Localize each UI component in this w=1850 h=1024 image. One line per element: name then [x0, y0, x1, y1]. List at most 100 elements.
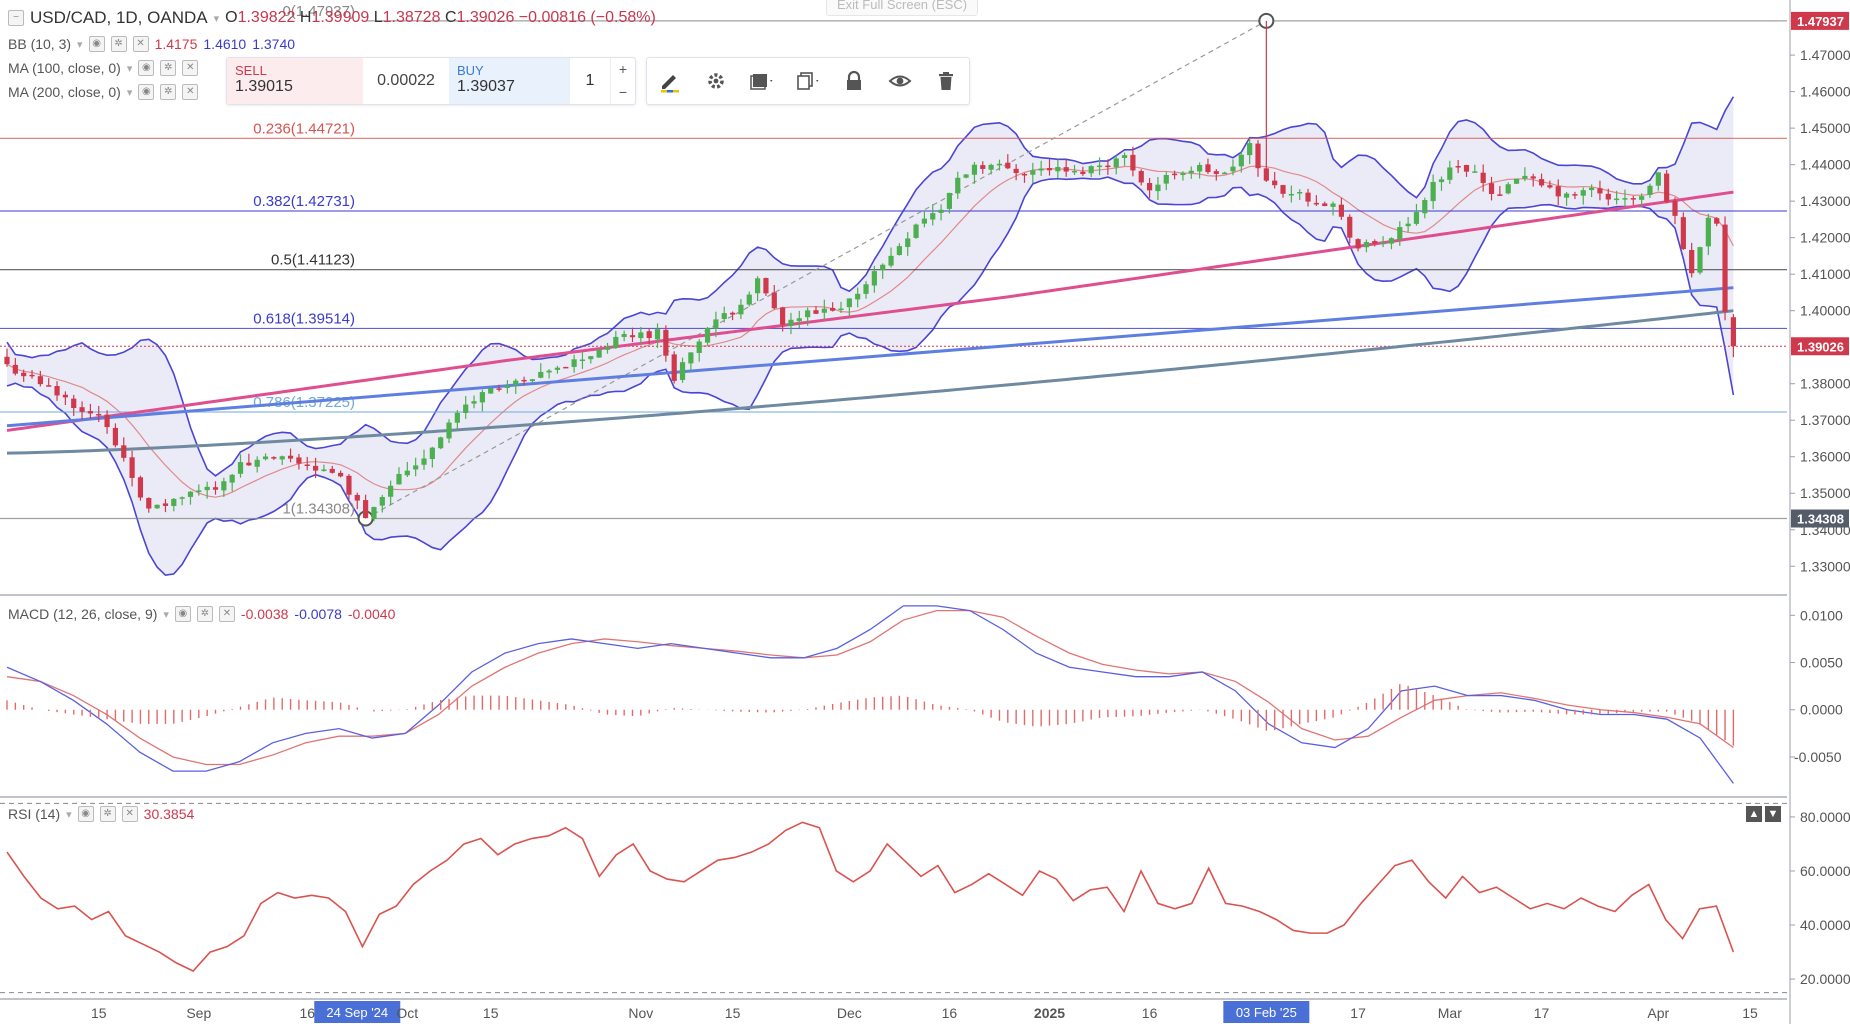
- candle-body: [1030, 170, 1036, 175]
- candle-body: [1647, 185, 1653, 195]
- candle-body: [12, 364, 18, 374]
- drawing-toolbar: [646, 57, 970, 105]
- candle-body: [254, 459, 260, 467]
- candle-body: [663, 329, 669, 356]
- candle-body: [1055, 166, 1061, 172]
- candle-body: [1088, 166, 1094, 174]
- rsi-legend[interactable]: RSI (14) ▾ ◉ ✲ ✕ 30.3854: [8, 806, 194, 822]
- pencil-icon[interactable]: [647, 58, 693, 104]
- candle-body: [1597, 188, 1603, 194]
- macd-axis-label: -0.0050: [1794, 749, 1842, 765]
- fib-level-label: 0(1.47937): [282, 3, 355, 20]
- candle-body: [1338, 204, 1344, 217]
- candle-body: [321, 469, 327, 471]
- eye-icon[interactable]: ◉: [77, 806, 94, 822]
- candle-body: [21, 372, 27, 377]
- increment-button[interactable]: +: [618, 61, 628, 77]
- candle-body: [905, 238, 911, 247]
- gear-icon[interactable]: ✲: [110, 36, 127, 52]
- exit-fullscreen-hint[interactable]: Exit Full Screen (ESC): [826, 0, 979, 16]
- chevron-down-icon[interactable]: ▾: [126, 86, 133, 99]
- gear-icon[interactable]: ✲: [160, 84, 177, 100]
- sell-button[interactable]: SELL 1.39015: [227, 58, 363, 104]
- candle-body: [896, 246, 902, 255]
- candle-body: [1455, 166, 1461, 168]
- candle-body: [4, 356, 10, 365]
- candle-body: [1197, 165, 1203, 172]
- price-axis-label: 1.45000: [1800, 120, 1850, 136]
- candle-body: [1705, 217, 1711, 247]
- bb-legend[interactable]: BB (10, 3) ▾ ◉ ✲ ✕ 1.4175 1.4610 1.3740: [8, 36, 295, 52]
- candle-body: [1163, 175, 1169, 184]
- close-icon[interactable]: ✕: [121, 806, 138, 822]
- time-axis-label: Oct: [396, 1005, 418, 1021]
- candle-body: [704, 328, 711, 343]
- gear-icon[interactable]: ✲: [196, 606, 213, 622]
- arrow-up-icon[interactable]: ▲: [1746, 806, 1762, 822]
- chevron-down-icon[interactable]: ▾: [213, 12, 220, 25]
- candle-body: [1021, 173, 1028, 176]
- sell-label: SELL: [235, 63, 267, 78]
- close-icon[interactable]: ✕: [182, 60, 199, 76]
- arrow-down-icon[interactable]: ▼: [1765, 806, 1781, 822]
- gear-icon[interactable]: ✲: [160, 60, 177, 76]
- chevron-down-icon[interactable]: ▾: [126, 62, 133, 75]
- candle-body: [71, 398, 77, 409]
- quantity-stepper[interactable]: + −: [610, 58, 635, 104]
- bb-lower-value: 1.3740: [252, 36, 296, 52]
- chevron-down-icon[interactable]: ▾: [163, 608, 169, 621]
- ma200-line: [6, 309, 1734, 455]
- collapse-icon[interactable]: −: [8, 10, 24, 26]
- candle-body: [1013, 168, 1019, 174]
- price-axis-label: 1.36000: [1800, 449, 1850, 465]
- candle-body: [671, 354, 677, 381]
- copy-icon[interactable]: [785, 58, 831, 104]
- candle-body: [513, 380, 519, 386]
- close-icon[interactable]: ✕: [218, 606, 235, 622]
- candle-body: [746, 294, 752, 305]
- candle-body: [1280, 185, 1286, 194]
- buy-button[interactable]: BUY 1.39037: [449, 58, 569, 104]
- trash-icon[interactable]: [923, 58, 969, 104]
- candle-body: [996, 163, 1003, 166]
- eye-icon[interactable]: ◉: [138, 84, 155, 100]
- candle-body: [1372, 241, 1378, 244]
- chevron-down-icon[interactable]: ▾: [66, 808, 72, 821]
- close-icon[interactable]: ✕: [182, 84, 199, 100]
- candle-body: [1272, 180, 1278, 186]
- candle-body: [1622, 198, 1628, 200]
- macd-legend[interactable]: MACD (12, 26, close, 9) ▾ ◉ ✲ ✕ -0.0038 …: [8, 606, 395, 622]
- price-tag-box: [1791, 11, 1849, 30]
- gear-icon[interactable]: ✲: [99, 806, 116, 822]
- candle-body: [54, 386, 60, 396]
- eye-icon[interactable]: ◉: [88, 36, 105, 52]
- candle-body: [888, 255, 894, 266]
- ma200-legend[interactable]: MA (200, close, 0) ▾ ◉ ✲ ✕: [8, 84, 199, 100]
- candle-body: [755, 278, 761, 294]
- candle-body: [1138, 171, 1144, 183]
- price-axis-label: 1.33000: [1800, 558, 1850, 574]
- candle-body: [212, 487, 219, 490]
- candle-body: [504, 385, 510, 388]
- eye-icon[interactable]: ◉: [174, 606, 191, 622]
- quantity-input[interactable]: 1: [569, 58, 610, 104]
- macd-signal-line: [6, 609, 1734, 766]
- candle-body: [446, 422, 452, 439]
- chevron-down-icon[interactable]: ▾: [77, 38, 83, 51]
- gear-icon[interactable]: [693, 58, 739, 104]
- layers-icon[interactable]: [739, 58, 785, 104]
- candle-body: [154, 504, 160, 509]
- candle-body: [980, 165, 986, 169]
- ma100-legend[interactable]: MA (100, close, 0) ▾ ◉ ✲ ✕: [8, 60, 199, 76]
- candle-body: [696, 341, 702, 353]
- candle-body: [788, 319, 794, 326]
- decrement-button[interactable]: −: [618, 84, 628, 100]
- lock-icon[interactable]: [831, 58, 877, 104]
- close-icon[interactable]: ✕: [132, 36, 149, 52]
- candle-body: [1472, 171, 1478, 173]
- eye-icon[interactable]: ◉: [138, 60, 155, 76]
- candle-body: [329, 468, 335, 473]
- eye-icon[interactable]: [877, 58, 923, 104]
- trade-panel: SELL 1.39015 0.00022 BUY 1.39037 1 + −: [226, 57, 636, 105]
